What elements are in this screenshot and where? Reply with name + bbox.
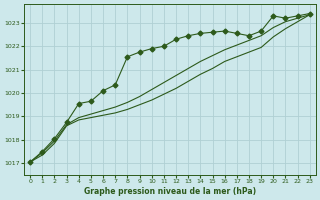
X-axis label: Graphe pression niveau de la mer (hPa): Graphe pression niveau de la mer (hPa) bbox=[84, 187, 256, 196]
